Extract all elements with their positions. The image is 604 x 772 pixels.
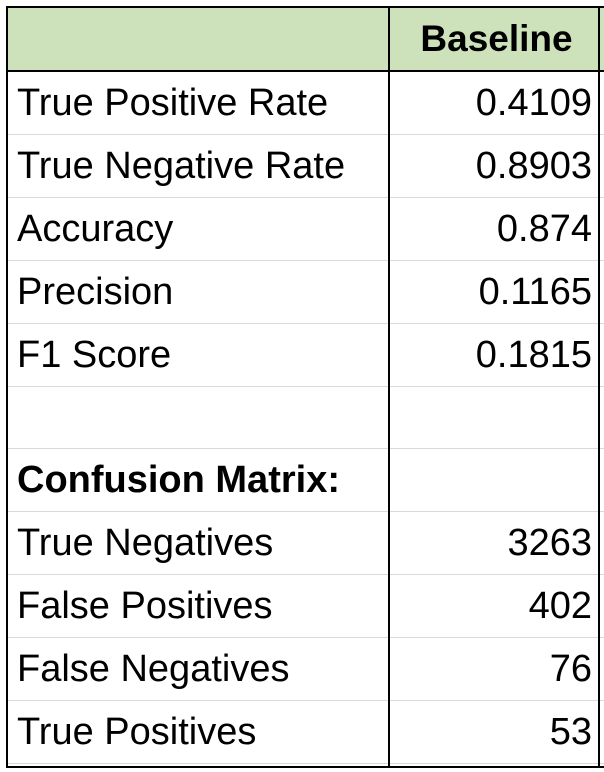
metric-label-cell[interactable]: True Positive Rate — [7, 71, 389, 135]
metrics-table: Baseline True Positive Rate 0.4109 True … — [7, 7, 604, 764]
column-divider — [388, 6, 390, 768]
count-value-cell[interactable]: 3263 — [389, 511, 604, 575]
table-row: True Negatives 3263 — [7, 511, 604, 575]
empty-value-cell[interactable] — [389, 448, 604, 512]
count-label-cell[interactable]: True Negatives — [7, 511, 389, 575]
count-label-cell[interactable]: False Positives — [7, 574, 389, 638]
count-value-cell[interactable]: 76 — [389, 637, 604, 701]
metric-label-cell[interactable]: F1 Score — [7, 323, 389, 387]
table-border-bottom — [6, 766, 604, 768]
metric-value-cell[interactable]: 0.4109 — [389, 71, 604, 135]
metric-label-cell[interactable]: Precision — [7, 260, 389, 324]
table-row: False Positives 402 — [7, 574, 604, 638]
metric-value-cell[interactable]: 0.874 — [389, 197, 604, 261]
count-label-cell[interactable]: False Negatives — [7, 637, 389, 701]
table-row: True Positives 53 — [7, 700, 604, 764]
count-label-cell[interactable]: True Positives — [7, 700, 389, 764]
count-value-cell[interactable]: 53 — [389, 700, 604, 764]
table-border-top — [7, 6, 604, 8]
table-row: True Negative Rate 0.8903 — [7, 134, 604, 198]
table-border-right — [598, 6, 600, 768]
metric-value-cell[interactable]: 0.1815 — [389, 323, 604, 387]
header-divider — [7, 70, 604, 72]
metric-label-cell[interactable]: Accuracy — [7, 197, 389, 261]
metric-label-cell[interactable]: True Negative Rate — [7, 134, 389, 198]
empty-label-cell[interactable] — [7, 386, 389, 449]
table-border-left — [6, 6, 8, 768]
table-row: Precision 0.1165 — [7, 260, 604, 324]
empty-value-cell[interactable] — [389, 386, 604, 449]
count-value-cell[interactable]: 402 — [389, 574, 604, 638]
header-baseline-cell[interactable]: Baseline — [389, 7, 604, 72]
table-row: True Positive Rate 0.4109 — [7, 71, 604, 135]
table-row-empty — [7, 386, 604, 449]
metric-value-cell[interactable]: 0.8903 — [389, 134, 604, 198]
header-row: Baseline — [7, 7, 604, 72]
confusion-matrix-heading[interactable]: Confusion Matrix: — [7, 448, 389, 512]
section-heading-row: Confusion Matrix: — [7, 448, 604, 512]
table-row: Accuracy 0.874 — [7, 197, 604, 261]
metric-value-cell[interactable]: 0.1165 — [389, 260, 604, 324]
header-empty-cell[interactable] — [7, 7, 389, 72]
table-row: False Negatives 76 — [7, 637, 604, 701]
table-row: F1 Score 0.1815 — [7, 323, 604, 387]
